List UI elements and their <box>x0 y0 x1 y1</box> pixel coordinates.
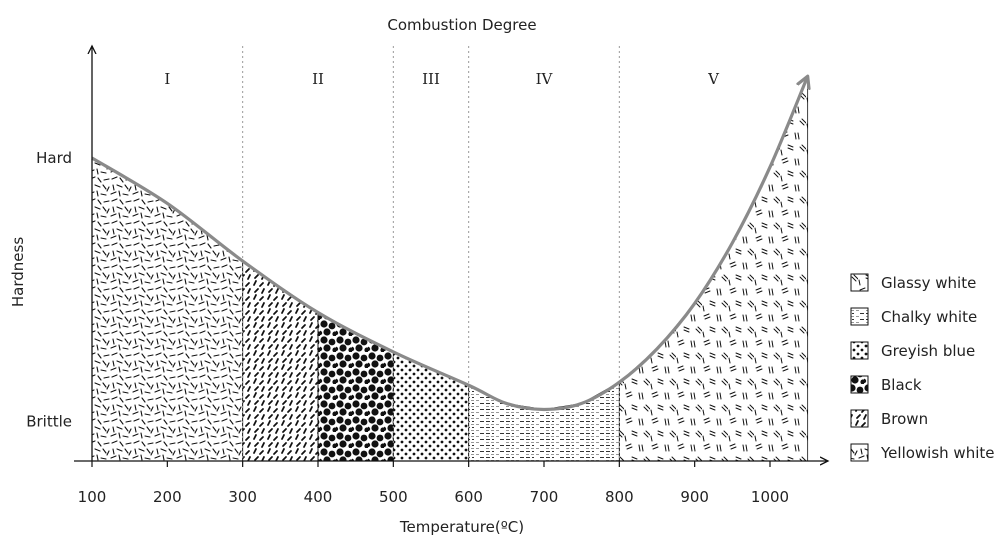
x-tick-label: 300 <box>228 488 257 506</box>
chart-title: Combustion Degree <box>387 16 536 34</box>
legend-label: Black <box>881 376 922 394</box>
stage-label: II <box>312 70 324 88</box>
stage-label: I <box>164 70 170 88</box>
hardness-curve <box>91 76 808 412</box>
x-tick-label: 600 <box>454 488 483 506</box>
y-axis-label: Hardness <box>9 237 27 307</box>
x-tick-label: 1000 <box>751 488 789 506</box>
region-chalky-white <box>468 381 620 462</box>
legend-swatch <box>850 273 869 292</box>
x-tick-label: 100 <box>78 488 107 506</box>
legend-label: Yellowish white <box>880 444 995 462</box>
x-tick-label: 400 <box>304 488 333 506</box>
x-tick-label: 700 <box>530 488 559 506</box>
y-tick-label: Brittle <box>26 413 72 431</box>
legend-swatch <box>850 341 869 360</box>
x-tick-label: 200 <box>153 488 182 506</box>
legend-swatch <box>850 409 869 428</box>
y-ticks: Brittle Hard <box>26 149 72 431</box>
stage-label: IV <box>536 70 554 88</box>
stage-dividers <box>242 46 620 461</box>
legend-swatch <box>850 375 869 394</box>
legend-label: Glassy white <box>881 274 976 292</box>
legend-label: Chalky white <box>881 308 977 326</box>
x-tick-label: 800 <box>605 488 634 506</box>
region-glassy-white <box>618 76 809 462</box>
stage-label: III <box>422 70 440 88</box>
y-tick-label: Hard <box>36 149 72 167</box>
legend: Glassy white Chalky white Greyish blue Blac… <box>850 273 995 462</box>
legend-label: Greyish blue <box>881 342 975 360</box>
pattern-regions <box>91 76 809 462</box>
x-tick-label: 500 <box>379 488 408 506</box>
region-brown <box>242 260 319 462</box>
x-tick-label: 900 <box>680 488 709 506</box>
x-axis-label: Temperature(ºC) <box>399 518 524 536</box>
stage-labels: I II III IV V <box>164 70 720 88</box>
stage-label: V <box>707 70 720 88</box>
legend-label: Brown <box>881 410 928 428</box>
x-ticks: 100 200 300 400 500 600 700 800 900 1000 <box>78 461 789 506</box>
legend-swatch <box>850 307 869 326</box>
legend-swatch <box>850 443 869 462</box>
